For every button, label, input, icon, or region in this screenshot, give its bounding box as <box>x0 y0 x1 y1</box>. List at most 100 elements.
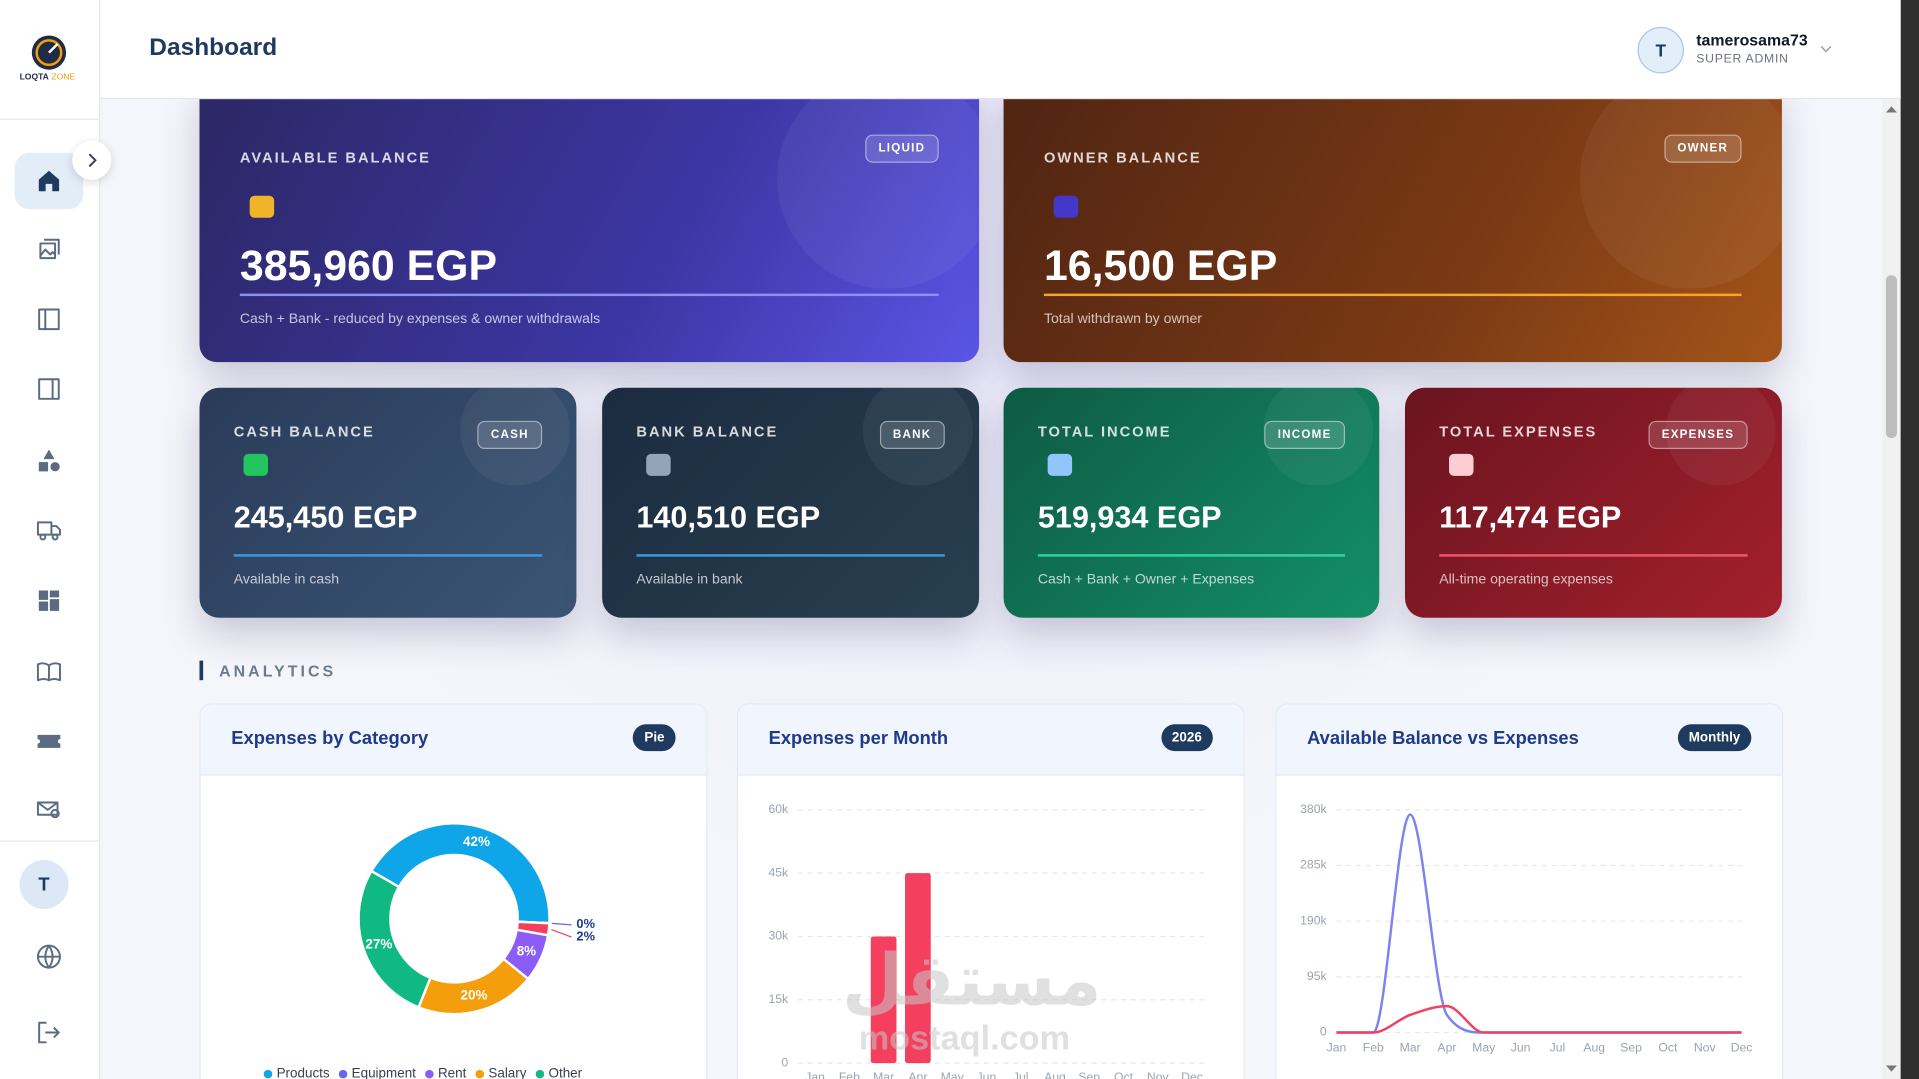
collapse-button[interactable] <box>72 140 112 180</box>
icon-shape <box>38 1021 60 1044</box>
chart-panel: Expenses by Category Pie 42% 0% 2% 8% 20% 27% Pr… <box>199 703 708 1079</box>
x-tick-label: Jul <box>1013 1070 1029 1079</box>
nav-mail[interactable] <box>15 782 84 838</box>
slice-label: 0% <box>576 916 595 931</box>
card-note: Cash + Bank - reduced by expenses & owne… <box>239 311 601 327</box>
header: Dashboard T tamerosama73 SUPER ADMIN <box>100 0 1901 100</box>
x-tick-label: May <box>1472 1041 1496 1055</box>
nav-icon <box>37 734 61 748</box>
card-progress <box>1439 554 1748 557</box>
nav-icon <box>38 1021 60 1044</box>
card-decoration <box>862 387 973 486</box>
y-tick-label: 30k <box>768 929 789 943</box>
scrollbar-track[interactable] <box>1882 97 1901 1079</box>
nav-icon <box>36 944 61 969</box>
dropdown-chevron <box>1820 45 1832 53</box>
legend-label: Products <box>277 1066 330 1079</box>
x-tick-label: Oct <box>1658 1041 1678 1055</box>
nav-ticket[interactable] <box>15 713 84 769</box>
logo-ring <box>35 39 63 67</box>
legend-swatch <box>535 1069 545 1079</box>
chart-panel: Available Balance vs Expenses Monthly 0 95k… <box>1275 703 1784 1079</box>
slice-leader <box>551 922 572 926</box>
x-tick-label: Sep <box>1620 1041 1642 1055</box>
card-decoration <box>1665 387 1776 486</box>
legend-label: Equipment <box>352 1066 417 1079</box>
section-marker <box>199 660 204 681</box>
chart-title: Expenses per Month <box>768 727 949 749</box>
chart: 0 95k 190k 285k 380k Jan Feb Mar Apr May Jun Jul Aug… <box>1300 802 1752 1055</box>
nav-globe[interactable] <box>15 929 84 985</box>
stat-card: TOTAL EXPENSES 117,474 EGP All-time operat… <box>1404 387 1782 618</box>
card-value: 117,474 EGP <box>1439 500 1622 535</box>
pie-slice <box>369 822 551 925</box>
user-avatar[interactable]: T <box>19 860 69 909</box>
icon-shape <box>38 590 60 611</box>
y-tick-label: 45k <box>768 865 789 879</box>
nav-icon <box>36 662 61 682</box>
x-tick-label: Jan <box>805 1070 825 1079</box>
card-icon <box>249 195 275 218</box>
x-tick-label: Feb <box>839 1070 860 1079</box>
scroll-up[interactable] <box>1884 103 1900 115</box>
nav-logout[interactable] <box>15 1004 84 1060</box>
card-label: CASH BALANCE <box>233 423 375 441</box>
chart: 0 15k 30k 45k 60k Jan Feb Mar Apr May Jun Jul Aug Sep… <box>768 802 1210 1079</box>
icon-shape <box>36 662 61 682</box>
card-badge: LIQUID <box>865 134 939 163</box>
scrollbar-thumb[interactable] <box>1885 275 1897 438</box>
stat-card: AVAILABLE BALANCE 385,960 EGP Cash + Bank … <box>199 80 980 363</box>
window-edge <box>1900 0 1919 1079</box>
y-tick-label: 60k <box>768 802 789 816</box>
icon-shape <box>39 238 60 260</box>
y-tick-label: 0 <box>1320 1025 1327 1039</box>
scroll-down[interactable] <box>1884 1063 1900 1075</box>
nav-icon <box>38 449 60 472</box>
card-decoration <box>1263 387 1374 486</box>
nav-layout[interactable] <box>15 291 84 347</box>
nav-book[interactable] <box>15 643 84 699</box>
card-icon <box>1047 453 1073 476</box>
chart-panel: Expenses per Month 2026 0 15k 30k 45k 60k Jan Fe… <box>736 703 1245 1079</box>
nav-icon <box>39 238 60 260</box>
bar <box>870 936 897 1064</box>
stat-card: TOTAL INCOME 519,934 EGP Cash + Bank + Own… <box>1003 387 1380 618</box>
card-badge: CASH <box>477 420 543 449</box>
user-name[interactable]: tamerosama73 <box>1696 30 1808 49</box>
legend-swatch <box>425 1069 434 1079</box>
y-tick-label: 190k <box>1300 913 1327 927</box>
card-progress <box>636 554 945 557</box>
arrow <box>1885 1065 1897 1072</box>
slice-label: 42% <box>463 834 490 849</box>
icon-shape <box>38 170 60 192</box>
x-tick-label: May <box>941 1070 965 1079</box>
card-badge: INCOME <box>1264 420 1346 449</box>
user-avatar[interactable]: T <box>1637 26 1685 74</box>
x-tick-label: Nov <box>1147 1070 1170 1079</box>
stat-card: BANK BALANCE 140,510 EGP Available in bank… <box>602 387 980 618</box>
stat-card: CASH BALANCE 245,450 EGP Available in cash… <box>199 387 577 618</box>
card-badge: EXPENSES <box>1648 420 1748 449</box>
card-decoration <box>460 387 571 486</box>
icon-shape <box>36 944 61 969</box>
section-title: ANALYTICS <box>219 661 337 681</box>
nav-shapes[interactable] <box>15 433 84 489</box>
logo: LOQTA ZONE <box>20 35 75 81</box>
legend-label: Salary <box>488 1066 526 1079</box>
dropdown-icon[interactable] <box>1819 42 1834 57</box>
nav-widgets[interactable] <box>15 573 84 629</box>
y-tick-label: 15k <box>768 992 789 1006</box>
y-tick-label: 0 <box>781 1055 788 1069</box>
chevron-icon <box>88 153 97 168</box>
arrow <box>1885 106 1897 113</box>
nav-home[interactable] <box>14 152 84 210</box>
x-tick-label: Jun <box>977 1070 997 1079</box>
nav-layout-right[interactable] <box>15 361 84 417</box>
nav-gallery[interactable] <box>15 221 84 277</box>
card-label: AVAILABLE BALANCE <box>239 149 431 167</box>
nav-truck[interactable] <box>15 502 84 558</box>
pie-slice <box>357 869 432 1009</box>
nav-icon <box>38 590 60 611</box>
bar <box>905 873 931 1064</box>
